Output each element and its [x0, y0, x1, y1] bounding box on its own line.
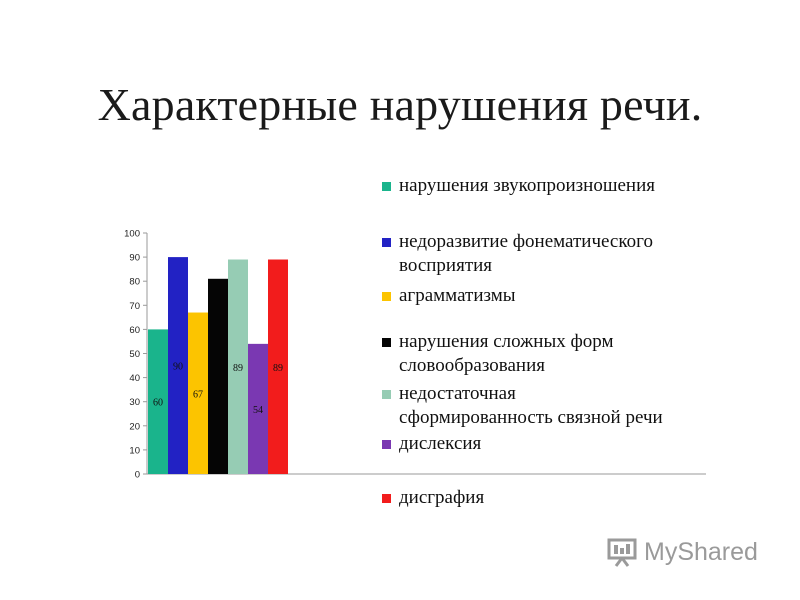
y-tick-label: 40 — [129, 373, 140, 384]
legend-label-line: дисграфия — [399, 487, 485, 508]
y-tick-label: 90 — [129, 253, 140, 264]
y-tick-label: 0 — [135, 470, 140, 481]
legend-swatch — [382, 182, 391, 191]
bar-data-label: 67 — [193, 389, 203, 400]
legend-swatch — [382, 390, 391, 399]
legend-swatch — [382, 440, 391, 449]
legend-item: недоразвитие фонематического восприятия — [382, 230, 653, 278]
bar-data-label: 89 — [233, 363, 243, 374]
y-tick-label: 30 — [129, 397, 140, 408]
legend-label: нарушения звукопроизношения — [399, 174, 655, 198]
bar — [168, 257, 188, 474]
legend-label: аграмматизмы — [399, 284, 516, 308]
legend-label: нарушения сложных форм словообразования — [399, 330, 614, 378]
bar — [228, 259, 248, 474]
legend-label: недостаточная сформированность связной ре… — [399, 382, 663, 430]
legend-item: дисграфия — [382, 486, 484, 510]
bar-data-label: 60 — [153, 398, 163, 409]
watermark: MyShared — [606, 536, 758, 568]
legend-label-line: дислексия — [399, 433, 482, 454]
legend-item: нарушения сложных форм словообразования — [382, 330, 614, 378]
legend-label-line: нарушения звукопроизношения — [399, 175, 655, 196]
y-tick-label: 100 — [124, 229, 140, 240]
y-tick-label: 50 — [129, 349, 140, 360]
page-title: Характерные нарушения речи. — [97, 79, 703, 130]
legend-label: дисграфия — [399, 486, 484, 510]
y-tick-label: 10 — [129, 445, 140, 456]
bar — [188, 312, 208, 474]
legend-label-line: недостаточная — [399, 383, 516, 404]
legend-label-line: недоразвитие фонематического — [399, 231, 653, 252]
bar-data-label: 89 — [273, 363, 283, 374]
chart-bars — [148, 257, 288, 474]
legend-item: недостаточная сформированность связной ре… — [382, 382, 663, 430]
bar — [148, 329, 168, 474]
legend-label-line: словообразования — [399, 355, 545, 376]
legend-label-line: восприятия — [399, 255, 493, 276]
legend-label: недоразвитие фонематического восприятия — [399, 230, 653, 278]
bar-data-label: 54 — [253, 405, 263, 416]
bar — [248, 343, 268, 474]
legend-label-line: аграмматизмы — [399, 285, 516, 306]
legend-item: аграмматизмы — [382, 284, 516, 308]
legend-label-line: сформированность связной речи — [399, 407, 663, 428]
legend-swatch — [382, 238, 391, 247]
watermark-text: MyShared — [644, 537, 758, 566]
legend-label-line: нарушения сложных форм — [399, 331, 614, 352]
bar — [268, 259, 288, 474]
y-tick-label: 20 — [129, 421, 140, 432]
legend-swatch — [382, 494, 391, 503]
legend-item: нарушения звукопроизношения — [382, 174, 655, 198]
presentation-board-icon — [607, 538, 637, 567]
legend-swatch — [382, 338, 391, 347]
y-tick-label: 80 — [129, 277, 140, 288]
legend-item: дислексия — [382, 432, 481, 456]
y-tick-label: 60 — [129, 325, 140, 336]
y-tick-label: 70 — [129, 301, 140, 312]
bar — [208, 278, 228, 474]
bar-data-label: 90 — [173, 362, 183, 373]
legend-label: дислексия — [399, 432, 481, 456]
chart-data-labels: 60 90 67 89 54 89 — [153, 362, 283, 416]
legend-swatch — [382, 292, 391, 301]
